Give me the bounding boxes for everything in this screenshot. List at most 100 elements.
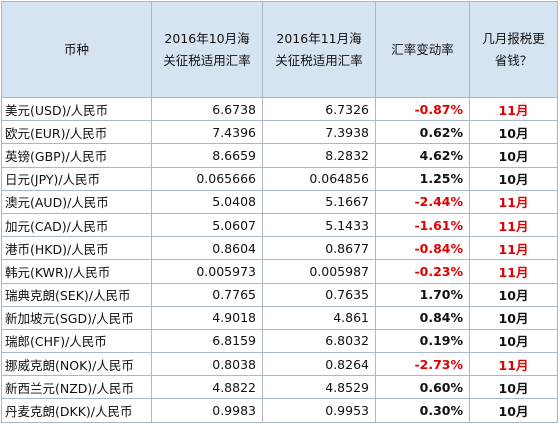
cheaper-month-cell: 10月: [469, 305, 558, 330]
change-rate-cell: 0.62%: [375, 120, 470, 145]
change-rate-cell: 4.62%: [375, 143, 470, 168]
nov-rate-cell: 6.7326: [262, 96, 376, 122]
oct-rate-cell: 8.6659: [151, 143, 263, 168]
table-row: 加元(CAD)/人民币 5.0607 5.1433 -1.61% 11月: [1, 212, 558, 238]
currency-cell: 美元(USD)/人民币: [1, 96, 152, 122]
table-row: 英镑(GBP)/人民币 8.6659 8.2832 4.62% 10月: [1, 143, 558, 168]
cheaper-month-cell: 10月: [469, 282, 558, 307]
table-row: 美元(USD)/人民币 6.6738 6.7326 -0.87% 11月: [1, 96, 558, 122]
table-row: 丹麦克朗(DKK)/人民币 0.9983 0.9953 0.30% 10月: [1, 398, 558, 423]
nov-rate-cell: 4.8529: [262, 375, 376, 400]
change-rate-cell: -0.87%: [375, 96, 470, 122]
header-nov-rate: 2016年11月海 关征税适用汇率: [262, 1, 376, 98]
cheaper-month-cell: 11月: [469, 96, 558, 122]
currency-cell: 加元(CAD)/人民币: [1, 212, 152, 238]
oct-rate-cell: 5.0607: [151, 212, 263, 238]
nov-rate-cell: 0.064856: [262, 166, 376, 191]
oct-rate-cell: 0.8038: [151, 352, 263, 377]
table-body: 美元(USD)/人民币 6.6738 6.7326 -0.87% 11月 欧元(EUR)/…: [1, 96, 558, 423]
cheaper-month-cell: 11月: [469, 212, 558, 238]
cheaper-month-cell: 11月: [469, 259, 558, 284]
table-row: 新西兰元(NZD)/人民币 4.8822 4.8529 0.60% 10月: [1, 375, 558, 400]
cheaper-month-cell: 10月: [469, 328, 558, 354]
nov-rate-cell: 0.8677: [262, 236, 376, 261]
nov-rate-cell: 0.8264: [262, 352, 376, 377]
header-oct-rate: 2016年10月海 关征税适用汇率: [151, 1, 263, 98]
header-change-rate: 汇率变动率: [375, 1, 470, 98]
header-row: 币种 2016年10月海 关征税适用汇率 2016年11月海 关征税适用汇率 汇…: [1, 1, 558, 98]
nov-rate-cell: 5.1433: [262, 212, 376, 238]
nov-rate-cell: 0.9953: [262, 398, 376, 423]
currency-cell: 瑞典克朗(SEK)/人民币: [1, 282, 152, 307]
exchange-rate-table: 币种 2016年10月海 关征税适用汇率 2016年11月海 关征税适用汇率 汇…: [1, 1, 558, 423]
table-row: 澳元(AUD)/人民币 5.0408 5.1667 -2.44% 11月: [1, 189, 558, 214]
currency-cell: 挪威克朗(NOK)/人民币: [1, 352, 152, 377]
table-row: 港币(HKD)/人民币 0.8604 0.8677 -0.84% 11月: [1, 236, 558, 261]
change-rate-cell: 0.84%: [375, 305, 470, 330]
header-oct-rate-line2: 关征税适用汇率: [163, 52, 251, 68]
table-row: 挪威克朗(NOK)/人民币 0.8038 0.8264 -2.73% 11月: [1, 352, 558, 377]
nov-rate-cell: 7.3938: [262, 120, 376, 145]
change-rate-cell: 0.19%: [375, 328, 470, 354]
currency-cell: 英镑(GBP)/人民币: [1, 143, 152, 168]
change-rate-cell: -2.44%: [375, 189, 470, 214]
cheaper-month-cell: 11月: [469, 189, 558, 214]
change-rate-cell: 0.60%: [375, 375, 470, 400]
cheaper-month-cell: 10月: [469, 398, 558, 423]
change-rate-cell: -0.84%: [375, 236, 470, 261]
cheaper-month-cell: 10月: [469, 166, 558, 191]
header-oct-rate-line1: 2016年10月海: [164, 30, 250, 46]
table-row: 新加坡元(SGD)/人民币 4.9018 4.861 0.84% 10月: [1, 305, 558, 330]
change-rate-cell: -1.61%: [375, 212, 470, 238]
oct-rate-cell: 7.4396: [151, 120, 263, 145]
cheaper-month-cell: 10月: [469, 375, 558, 400]
currency-cell: 韩元(KWR)/人民币: [1, 259, 152, 284]
table-header: 币种 2016年10月海 关征税适用汇率 2016年11月海 关征税适用汇率 汇…: [1, 1, 558, 98]
oct-rate-cell: 0.9983: [151, 398, 263, 423]
header-nov-rate-line1: 2016年11月海: [276, 30, 362, 46]
oct-rate-cell: 0.065666: [151, 166, 263, 191]
header-cheaper-month: 几月报税更 省钱？: [469, 1, 558, 98]
table-row: 欧元(EUR)/人民币 7.4396 7.3938 0.62% 10月: [1, 120, 558, 145]
oct-rate-cell: 6.6738: [151, 96, 263, 122]
table-row: 韩元(KWR)/人民币 0.005973 0.005987 -0.23% 11月: [1, 259, 558, 284]
cheaper-month-cell: 10月: [469, 120, 558, 145]
header-nov-rate-line2: 关征税适用汇率: [275, 52, 363, 68]
oct-rate-cell: 0.8604: [151, 236, 263, 261]
currency-cell: 新西兰元(NZD)/人民币: [1, 375, 152, 400]
table-row: 瑞典克朗(SEK)/人民币 0.7765 0.7635 1.70% 10月: [1, 282, 558, 307]
nov-rate-cell: 4.861: [262, 305, 376, 330]
nov-rate-cell: 0.7635: [262, 282, 376, 307]
oct-rate-cell: 0.005973: [151, 259, 263, 284]
nov-rate-cell: 6.8032: [262, 328, 376, 354]
cheaper-month-cell: 11月: [469, 352, 558, 377]
oct-rate-cell: 4.9018: [151, 305, 263, 330]
currency-cell: 丹麦克朗(DKK)/人民币: [1, 398, 152, 423]
change-rate-cell: 0.30%: [375, 398, 470, 423]
nov-rate-cell: 0.005987: [262, 259, 376, 284]
cheaper-month-cell: 11月: [469, 236, 558, 261]
currency-cell: 新加坡元(SGD)/人民币: [1, 305, 152, 330]
change-rate-cell: 1.25%: [375, 166, 470, 191]
oct-rate-cell: 4.8822: [151, 375, 263, 400]
change-rate-cell: -2.73%: [375, 352, 470, 377]
change-rate-cell: 1.70%: [375, 282, 470, 307]
currency-cell: 港币(HKD)/人民币: [1, 236, 152, 261]
oct-rate-cell: 0.7765: [151, 282, 263, 307]
nov-rate-cell: 8.2832: [262, 143, 376, 168]
currency-cell: 瑞郎(CHF)/人民币: [1, 328, 152, 354]
currency-cell: 欧元(EUR)/人民币: [1, 120, 152, 145]
table-row: 瑞郎(CHF)/人民币 6.8159 6.8032 0.19% 10月: [1, 328, 558, 354]
header-cheaper-month-line2: 省钱？: [494, 52, 533, 68]
change-rate-cell: -0.23%: [375, 259, 470, 284]
header-cheaper-month-line1: 几月报税更: [482, 30, 545, 46]
table-row: 日元(JPY)/人民币 0.065666 0.064856 1.25% 10月: [1, 166, 558, 191]
oct-rate-cell: 5.0408: [151, 189, 263, 214]
cheaper-month-cell: 10月: [469, 143, 558, 168]
currency-cell: 日元(JPY)/人民币: [1, 166, 152, 191]
oct-rate-cell: 6.8159: [151, 328, 263, 354]
nov-rate-cell: 5.1667: [262, 189, 376, 214]
header-currency: 币种: [1, 1, 152, 98]
currency-cell: 澳元(AUD)/人民币: [1, 189, 152, 214]
